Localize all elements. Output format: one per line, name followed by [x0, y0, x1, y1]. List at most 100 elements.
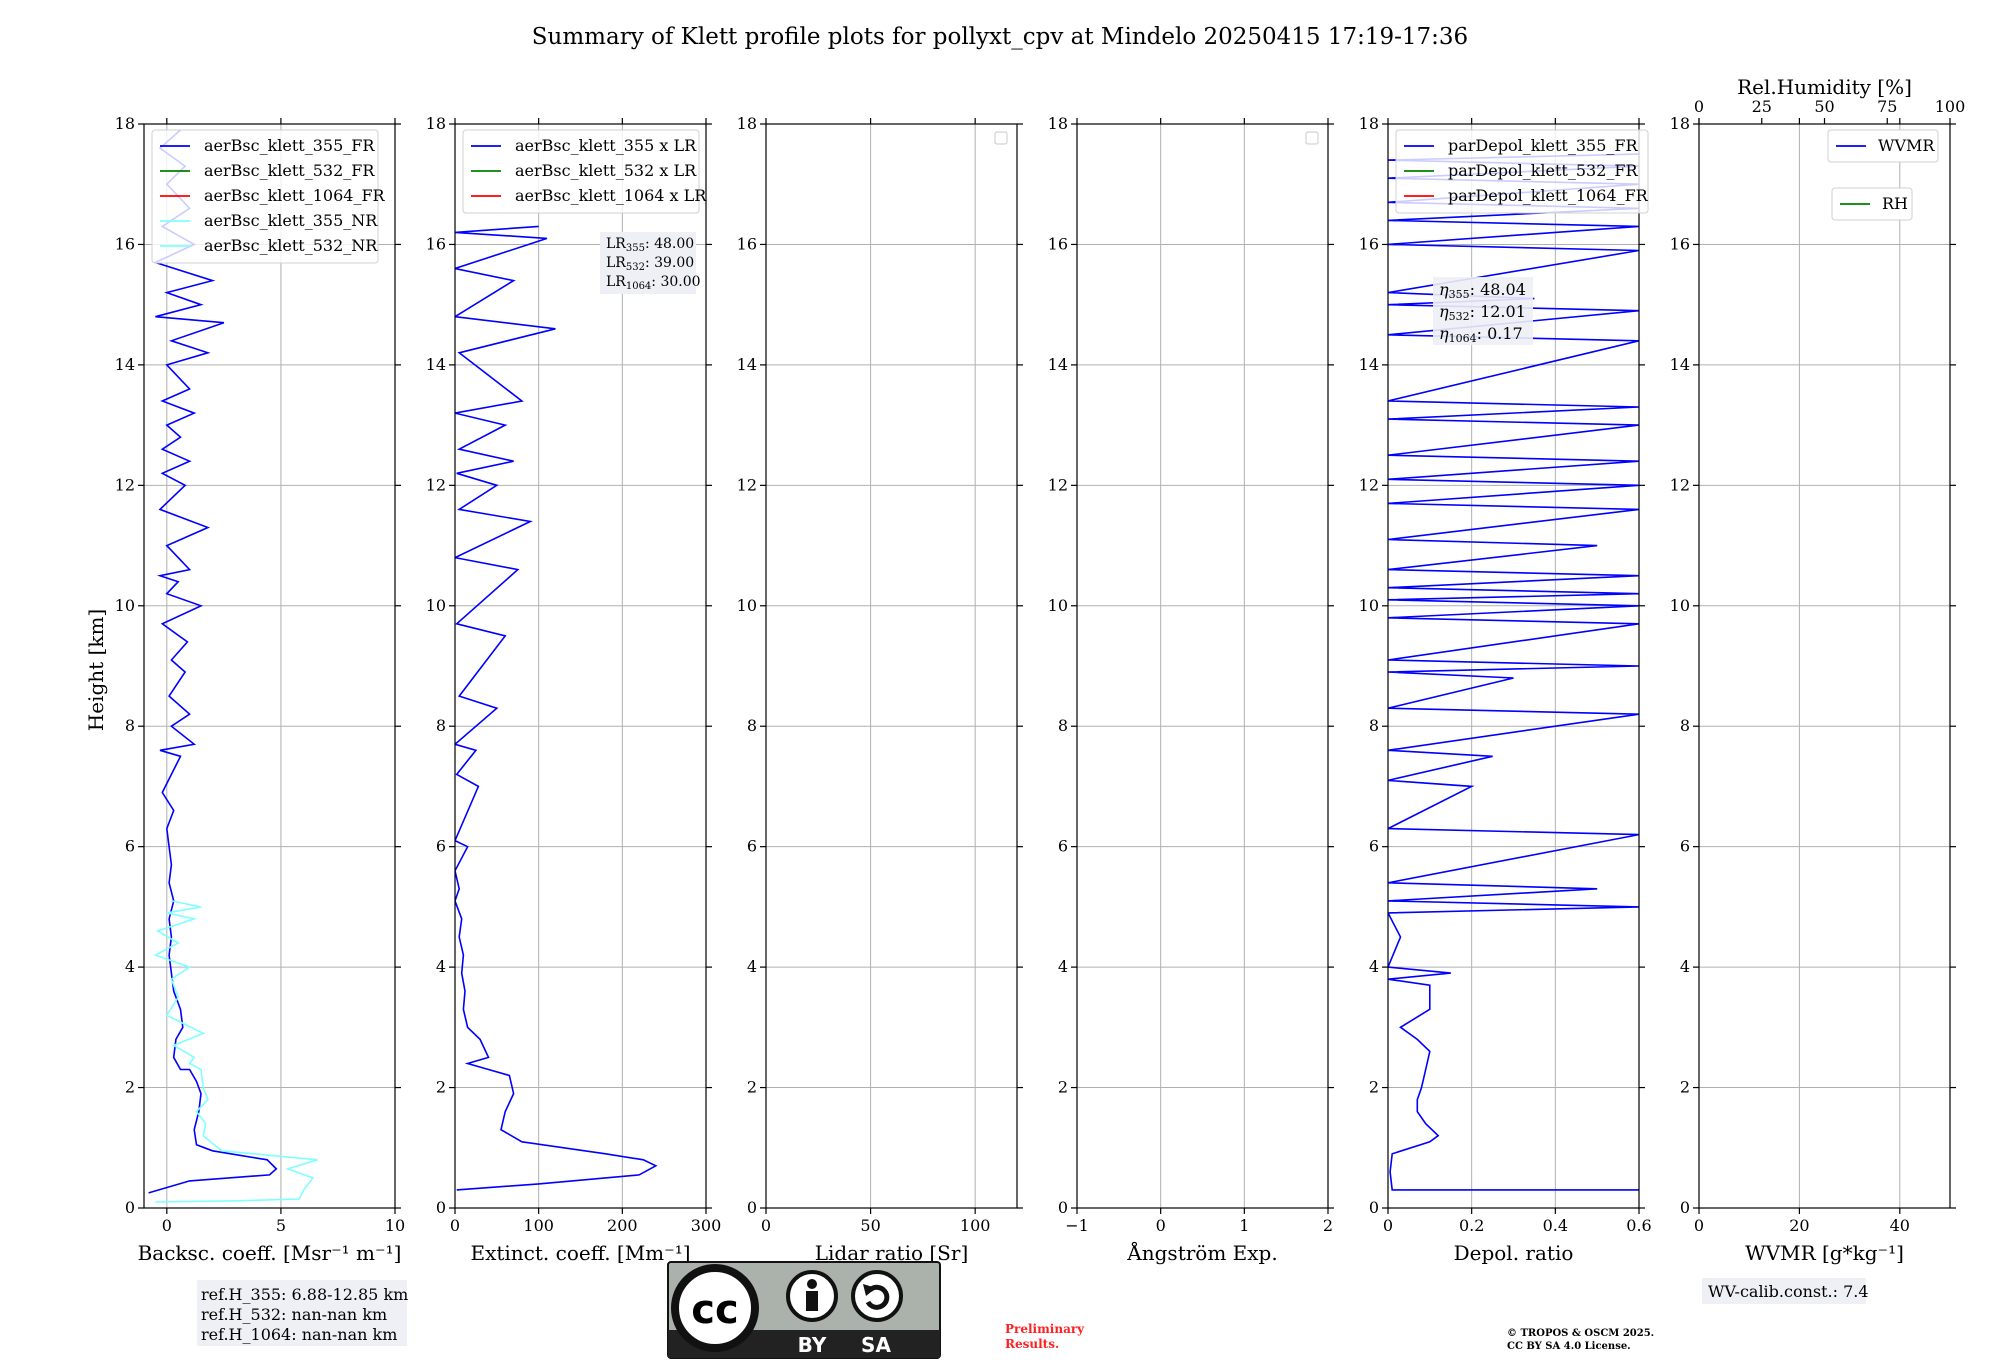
axes-frame	[1698, 123, 1951, 1209]
y-tick-label: 14	[426, 355, 446, 374]
lr-value-355: LR355: 48.00	[606, 236, 694, 254]
eta-value-355: η355: 48.04	[1439, 280, 1526, 301]
y-tick-label: 12	[1670, 475, 1690, 494]
y-tick-label: 2	[1680, 1078, 1690, 1097]
y-tick-label: 18	[737, 114, 757, 133]
x-tick-label: 0	[761, 1216, 771, 1235]
y-tick-label: 16	[426, 234, 446, 253]
legend-box	[1831, 187, 1913, 221]
y-tick-label: 10	[1359, 596, 1379, 615]
copyright-line-2: CC BY SA 4.0 License.	[1507, 1341, 1631, 1352]
x2-tick-label: 0	[1694, 97, 1704, 116]
y-tick-label: 16	[737, 234, 757, 253]
y-tick-label: 6	[1680, 837, 1690, 856]
lr-box	[600, 232, 696, 294]
y-tick-label: 12	[1359, 475, 1379, 494]
y-tick-label: 4	[125, 957, 135, 976]
x-tick-label: 10	[385, 1216, 405, 1235]
axes-frame	[454, 123, 707, 1209]
lr-value-532: LR532: 39.00	[606, 255, 694, 273]
y-tick-label: 4	[436, 957, 446, 976]
y-tick-label: 2	[436, 1078, 446, 1097]
x-axis-label: WVMR [g*kg⁻¹]	[1745, 1241, 1904, 1265]
x-tick-label: 1	[1239, 1216, 1249, 1235]
x2-tick-label: 50	[1814, 97, 1834, 116]
y-tick-label: 12	[1048, 475, 1068, 494]
x-tick-label: 5	[276, 1216, 286, 1235]
axes-frame	[1076, 123, 1329, 1209]
x-tick-label: 0	[1156, 1216, 1166, 1235]
y-tick-label: 10	[1048, 596, 1068, 615]
lr-value-1064: LR1064: 30.00	[606, 274, 701, 292]
y-tick-label: 18	[426, 114, 446, 133]
y-tick-label: 2	[1058, 1078, 1068, 1097]
legend-box	[151, 129, 379, 264]
y-tick-label: 8	[125, 716, 135, 735]
x-axis-label: Backsc. coeff. [Msr⁻¹ m⁻¹]	[138, 1241, 402, 1265]
x2-tick-label: 75	[1877, 97, 1897, 116]
sa-arrow-icon	[851, 1270, 903, 1322]
y-tick-label: 4	[1058, 957, 1068, 976]
legend-entry: aerBsc_klett_532_FR	[204, 161, 375, 180]
legend-entry: parDepol_klett_355_FR	[1448, 136, 1639, 155]
y-tick-label: 16	[1048, 234, 1068, 253]
eta-value-1064: η1064: 0.17	[1439, 324, 1523, 345]
x-tick-label: 20	[1789, 1216, 1809, 1235]
legend-entry: aerBsc_klett_532 x LR	[515, 161, 697, 180]
y-tick-label: 18	[1359, 114, 1379, 133]
y-tick-label: 14	[1670, 355, 1690, 374]
x-axis-label: Ångström Exp.	[1126, 1240, 1277, 1265]
legend-entry: parDepol_klett_1064_FR	[1448, 186, 1649, 205]
eta-value-532: η532: 12.01	[1439, 302, 1526, 323]
empty-legend-box	[1305, 131, 1319, 145]
legend-entry: WVMR	[1878, 136, 1935, 155]
y-axis-label: Height [km]	[84, 609, 108, 731]
legend-entry: aerBsc_klett_355 x LR	[515, 136, 697, 155]
x-axis-label: Extinct. coeff. [Mm⁻¹]	[470, 1241, 690, 1265]
series-line-aerBsc_klett_355_NR	[153, 900, 318, 1203]
y-tick-label: 12	[426, 475, 446, 494]
series-line-aerBsc_klett_355_FR	[148, 129, 278, 1194]
y-tick-label: 2	[747, 1078, 757, 1097]
y-tick-label: 0	[125, 1198, 135, 1217]
ref-height-box: ref.H_355: 6.88-12.85 km ref.H_532: nan-…	[197, 1280, 408, 1346]
axes-frame	[1387, 123, 1640, 1209]
y-tick-label: 0	[436, 1198, 446, 1217]
x-tick-label: 300	[691, 1216, 722, 1235]
x-tick-label: 40	[1890, 1216, 1910, 1235]
legend-entry: aerBsc_klett_1064_FR	[204, 186, 386, 205]
panel-1: 0 2 4 6 8 10 12 14 16 18 0 5 10 Backsc. coeff. [Msr⁻¹…	[115, 114, 406, 1265]
x-tick-label: 0.4	[1543, 1216, 1568, 1235]
x-tick-label: 0.2	[1459, 1216, 1484, 1235]
y-tick-label: 16	[1670, 234, 1690, 253]
wv-calib-box: WV-calib.const.: 7.4	[1702, 1278, 1869, 1304]
x-tick-label: 0	[1383, 1216, 1393, 1235]
y-tick-label: 16	[1359, 234, 1379, 253]
y-tick-label: 0	[747, 1198, 757, 1217]
ref-height-355: ref.H_355: 6.88-12.85 km	[201, 1285, 408, 1304]
x-tick-label: 200	[607, 1216, 638, 1235]
y-tick-label: 8	[1680, 716, 1690, 735]
y-tick-label: 10	[737, 596, 757, 615]
y-tick-label: 2	[1369, 1078, 1379, 1097]
x2-tick-label: 100	[1935, 97, 1966, 116]
x-axis-label: Depol. ratio	[1454, 1241, 1574, 1265]
series-line-aerBsc_klett_355 x LR	[455, 225, 658, 1191]
legend-entry: RH	[1882, 194, 1908, 213]
y-tick-label: 14	[1359, 355, 1379, 374]
x-tick-label: 50	[860, 1216, 880, 1235]
x-tick-label: 0	[450, 1216, 460, 1235]
y-tick-label: 12	[115, 475, 135, 494]
panel-5: 0 2 4 6 8 10 12 14 16 18 0 0.2 0.4 0.6 Depol. ratio par…	[1359, 114, 1652, 1265]
x2-axis-label: Rel.Humidity [%]	[1737, 75, 1912, 99]
empty-legend-box	[994, 131, 1008, 145]
cc-by-sa-icon: cc BY SA	[667, 1261, 941, 1359]
y-tick-label: 10	[1670, 596, 1690, 615]
y-tick-label: 16	[115, 234, 135, 253]
legend-entry: parDepol_klett_532_FR	[1448, 161, 1639, 180]
